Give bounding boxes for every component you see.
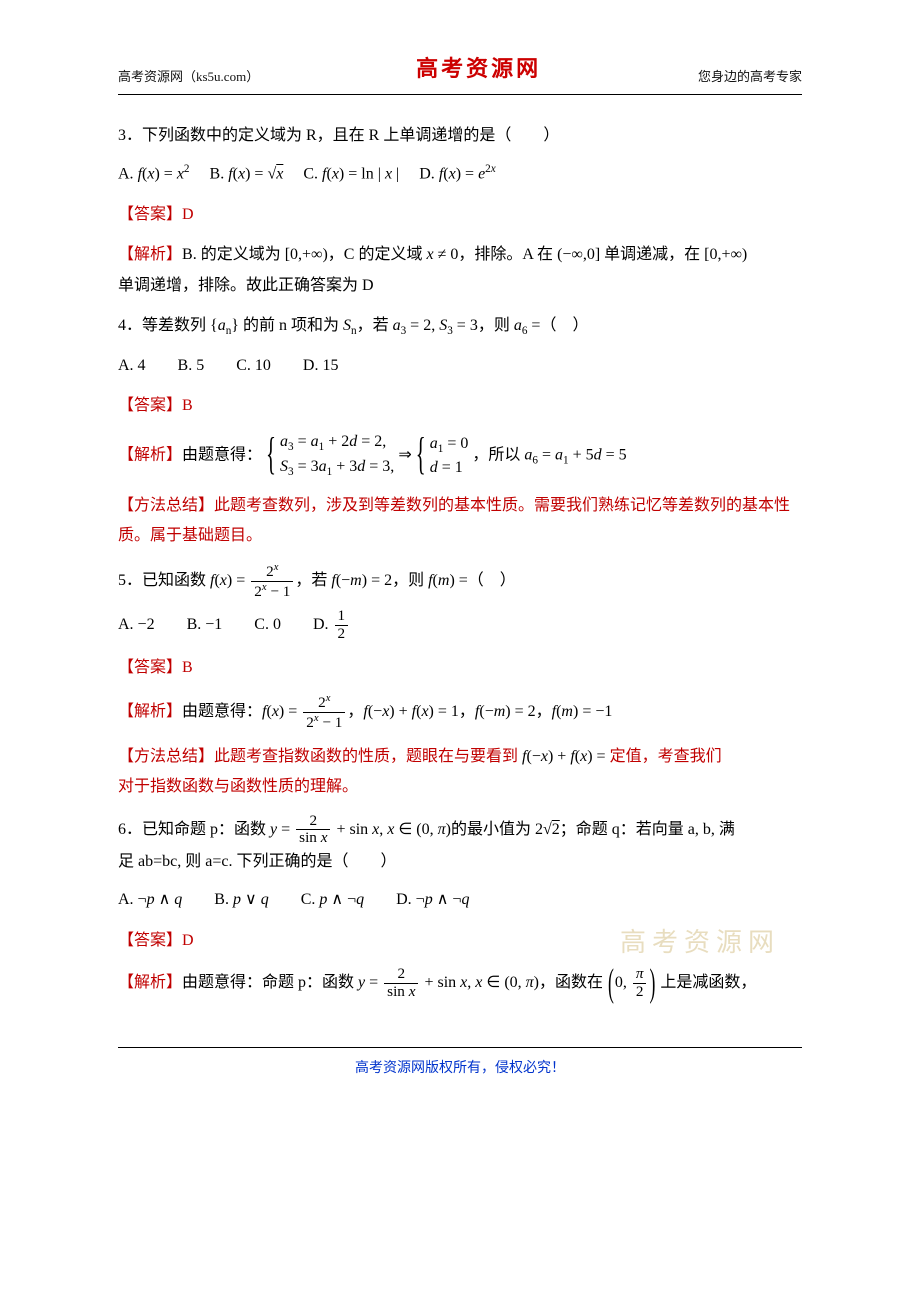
explain-label: 【解析】 [118,447,182,464]
q5-optD-den: 2 [335,626,349,643]
paren-close-icon: ) [649,947,655,1021]
q3-stem: 3．下列函数中的定义域为 R，且在 R 上单调递增的是（ ） [118,121,802,151]
q4-explain: 【解析】由题意得： a3 = a1 + 2d = 2, S3 = 3a1 + 3… [118,431,802,481]
q5-optD-num: 1 [335,608,349,626]
q6-explain: 【解析】由题意得：命题 p：函数 y = 2 sin x + sin x, x … [118,966,802,1000]
q3-options: A. f(x) = x2 B. f(x) = √x C. f(x) = ln |… [118,159,802,190]
q6-pi2-frac: π 2 [633,966,647,1000]
q5-frac: 2x 2x − 1 [251,562,293,601]
header-right: 您身边的高考专家 [698,65,802,90]
q6-answer: 【答案】D [118,926,802,956]
q4-options: A. 4 B. 5 C. 10 D. 15 [118,351,802,381]
header-left: 高考资源网（ks5u.com） [118,65,259,90]
q6-frac1: 2 sin x [296,813,330,847]
q3-answer: 【答案】D [118,200,802,230]
header-logo: 高考资源网 [416,48,541,90]
explain-label: 【解析】 [118,246,182,263]
q6-stem: 6．已知命题 p：函数 y = 2 sin x + sin x, x ∈ (0,… [118,813,802,878]
q4-method: 【方法总结】此题考查数列，涉及到等差数列的基本性质。需要我们熟练记忆等差数列的基… [118,491,802,552]
q5-optD-frac: 1 2 [335,608,349,642]
q4-system1: a3 = a1 + 2d = 2, S3 = 3a1 + 3d = 3, [266,431,394,481]
q4-stem: 4．等差数列 {an} 的前 n 项和为 Sn，若 a3 = 2, S3 = 3… [118,311,802,342]
q4-exp-pre: 由题意得： [182,447,262,464]
q5-method: 【方法总结】此题考查指数函数的性质，题眼在与要看到 f(−x) + f(x) =… [118,742,802,803]
q5-options: A. −2 B. −1 C. 0 D. 1 2 [118,608,802,642]
method-label: 【方法总结】 [118,497,214,514]
page-header: 高考资源网（ks5u.com） 高考资源网 您身边的高考专家 [118,48,802,90]
explain-label: 【解析】 [118,974,182,991]
q3-optC: f [322,166,326,183]
q5-stem: 5．已知函数 f(x) = 2x 2x − 1 ，若 f(−m) = 2，则 f… [118,562,802,601]
q5-explain: 【解析】由题意得：f(x) = 2x 2x − 1 ，f(−x) + f(x) … [118,693,802,732]
q3-optD: f [439,166,443,183]
q3-explain: 【解析】B. 的定义域为 [0,+∞)，C 的定义域 x ≠ 0，排除。A 在 … [118,240,802,301]
q6-frac2-num: 2 [384,966,418,984]
header-rule [118,94,802,95]
method-label: 【方法总结】 [118,748,214,765]
q5-answer: 【答案】B [118,653,802,683]
explain-label: 【解析】 [118,703,182,720]
q4-answer: 【答案】B [118,391,802,421]
q6-frac1-num: 2 [296,813,330,831]
q5-exp-frac: 2x 2x − 1 [303,693,345,732]
q6-options: A. ¬p ∧ q B. p ∨ q C. p ∧ ¬q D. ¬p ∧ ¬q [118,885,802,915]
q4-method-text: 此题考查数列，涉及到等差数列的基本性质。需要我们熟练记忆等差数列的基本性质。属于… [118,497,790,544]
paren-open-icon: ( [608,947,614,1021]
q3-optA: f [138,166,142,183]
page: 高考资源网（ks5u.com） 高考资源网 您身边的高考专家 3．下列函数中的定… [0,0,920,1260]
footer: 高考资源网版权所有，侵权必究！ [118,1047,802,1083]
q4-system2: a1 = 0 d = 1 [416,433,469,480]
q6-frac2: 2 sin x [384,966,418,1000]
q3-optB: f [228,166,232,183]
